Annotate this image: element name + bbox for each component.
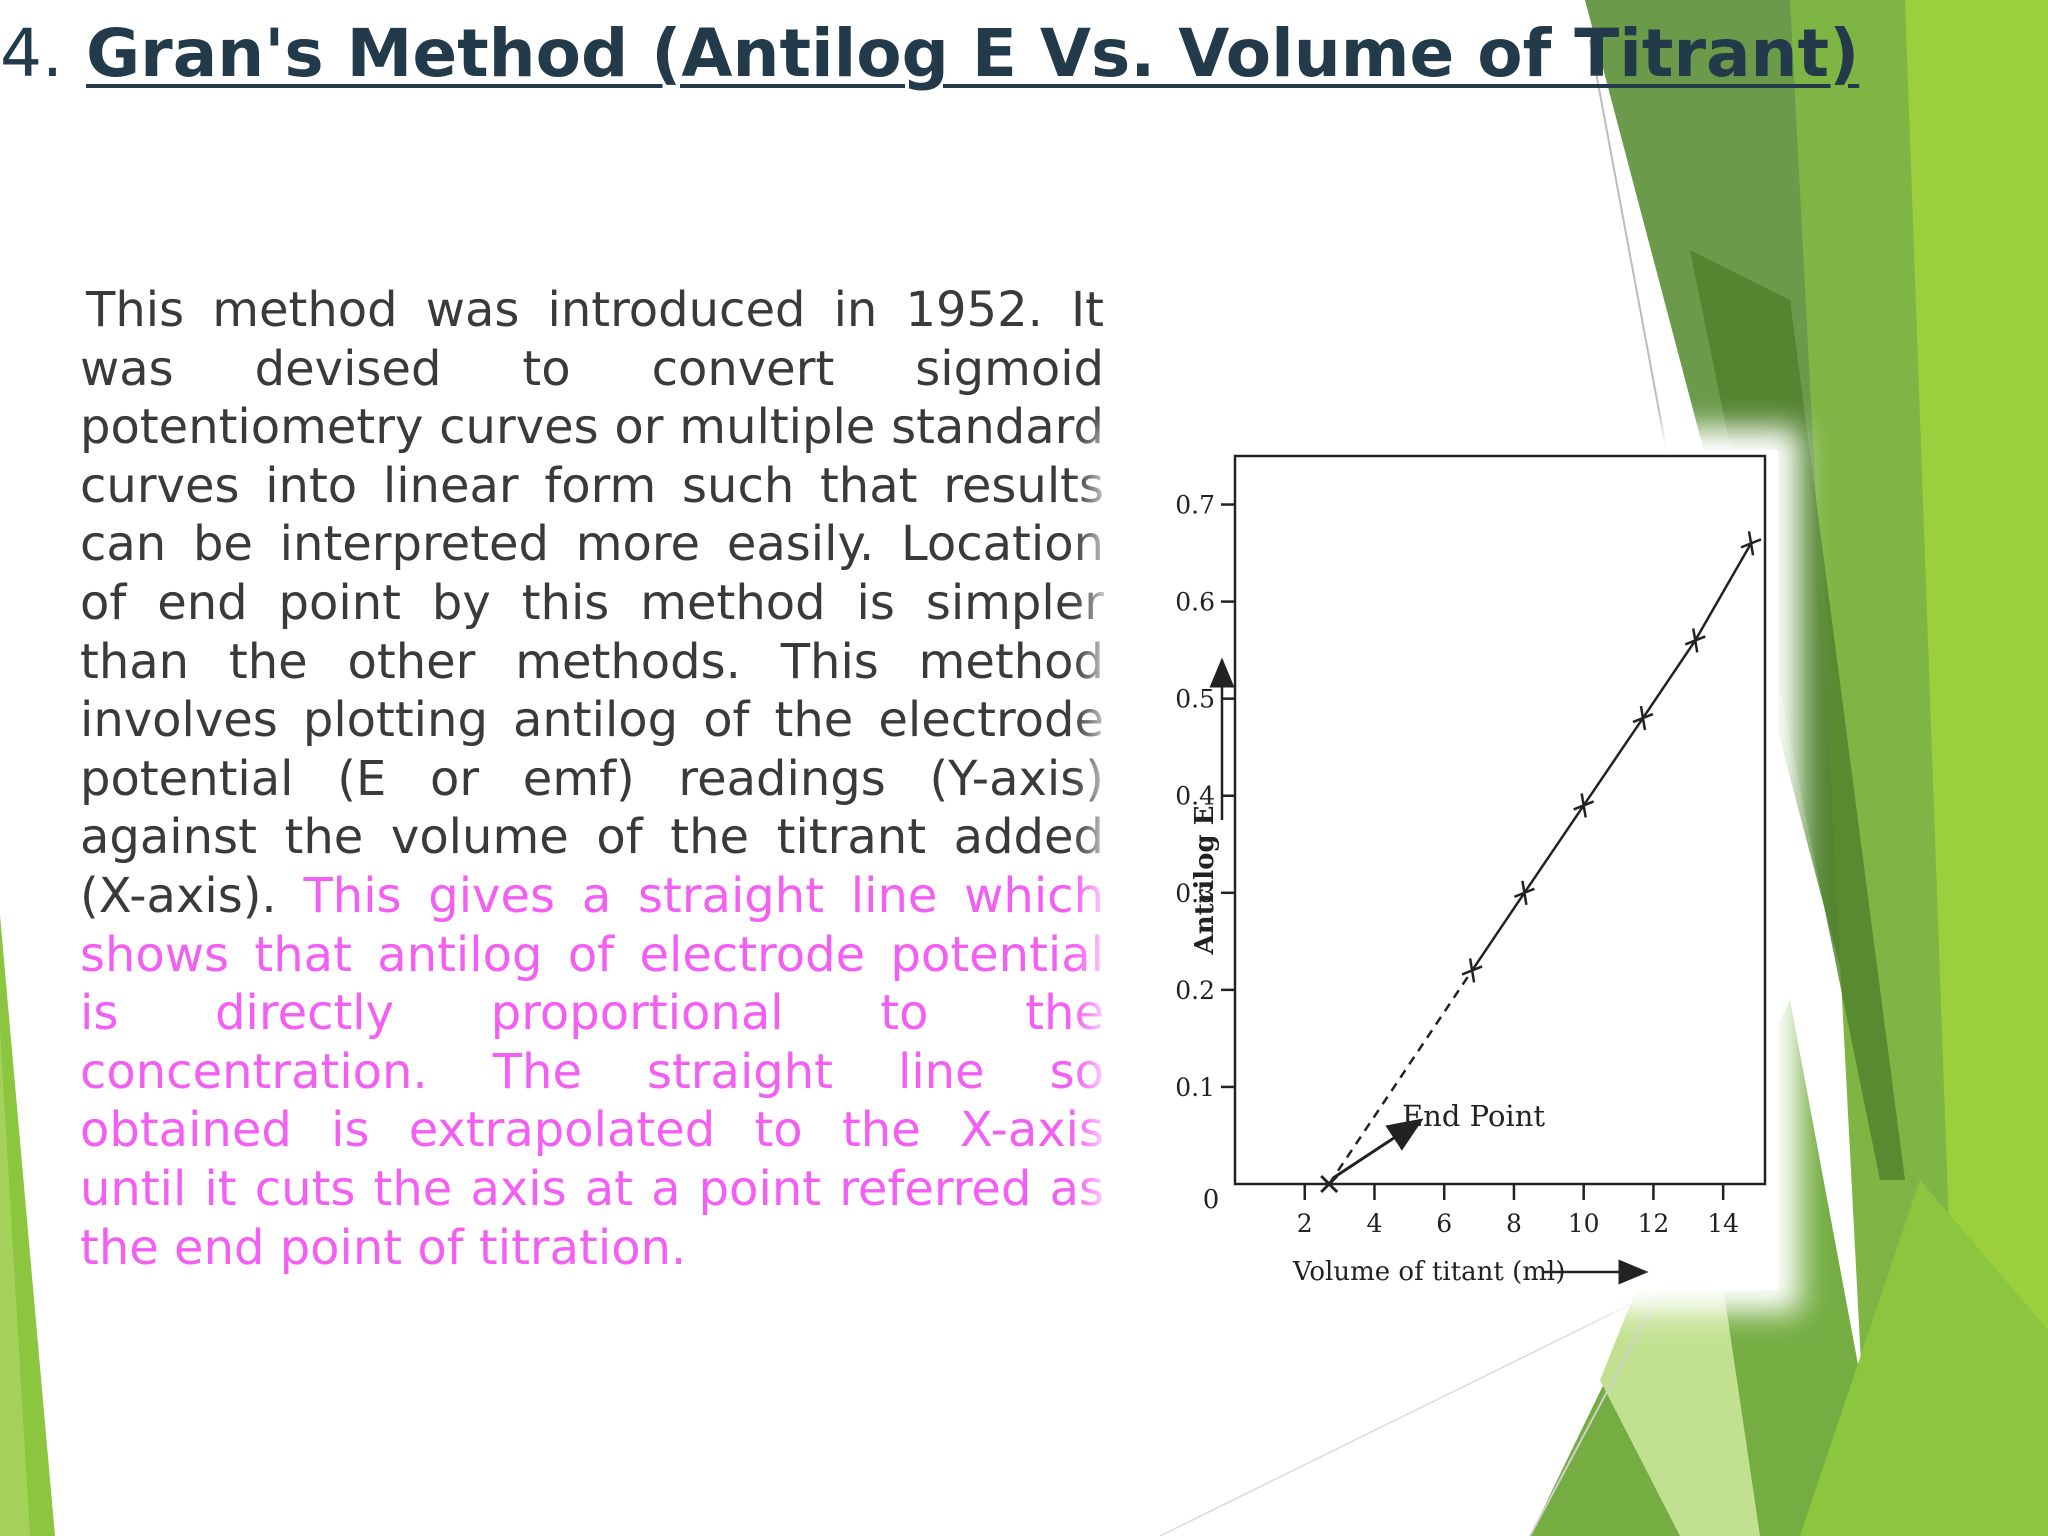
data-point: [1573, 793, 1595, 818]
bottom-light-facet: [1600, 1130, 1760, 1536]
data-line: [1471, 542, 1753, 972]
title-text: Gran's Method (Antilog E Vs. Volume of T…: [85, 15, 1860, 92]
chart-panel: 0.1 0.2 0.3 0.4 0.5 0.6 0.7 2 4 6 8 10 12 14 0 Antri…: [1118, 450, 1778, 1290]
data-point-stroke: [1747, 531, 1755, 556]
x-tick-label: 14: [1707, 1209, 1739, 1238]
facet-line-3: [1159, 1279, 1681, 1536]
x-tick-label: 4: [1367, 1209, 1383, 1238]
end-point-arrow: [1332, 1118, 1424, 1180]
y-tick-label: 0.5: [1175, 685, 1215, 714]
y-tick-label: 0.3: [1175, 879, 1215, 908]
body-plain-text: This method was introduced in 1952. It w…: [80, 282, 1104, 924]
gran-plot: 0.1 0.2 0.3 0.4 0.5 0.6 0.7 2 4 6 8 10 12 14 0 Antri…: [1175, 454, 1767, 1287]
data-point: [1461, 958, 1483, 983]
data-point-stroke: [1468, 958, 1476, 983]
x-axis-ticks: 2 4 6 8 10 12 14: [1297, 1184, 1739, 1238]
title-number: 4.: [0, 15, 63, 92]
y-tick-label: 0.7: [1175, 491, 1215, 520]
data-points: [1461, 531, 1762, 983]
origin-label: 0: [1203, 1185, 1220, 1215]
slide-title: 4. Gran's Method (Antilog E Vs. Volume o…: [0, 14, 1859, 94]
body-paragraph: This method was introduced in 1952. It w…: [80, 281, 1104, 1277]
data-point-stroke: [1580, 793, 1587, 818]
x-tick-label: 12: [1638, 1209, 1670, 1238]
body-highlight-text: This gives a straight line which shows t…: [80, 867, 1104, 1276]
x-axis-label: Volume of titant (ml): [1292, 1257, 1565, 1287]
x-tick-label: 10: [1568, 1209, 1600, 1238]
data-point: [1632, 705, 1654, 731]
y-tick-label: 0.1: [1175, 1073, 1215, 1102]
y-tick-label: 0.6: [1175, 588, 1215, 617]
left-green-facet-light: [0, 1030, 30, 1536]
x-tick-label: 6: [1436, 1209, 1452, 1238]
y-tick-label: 0.2: [1175, 976, 1215, 1005]
y-tick-label: 0.4: [1175, 782, 1215, 811]
data-point-stroke: [1692, 628, 1699, 653]
data-point: [1740, 531, 1762, 556]
data-point: [1684, 628, 1706, 653]
data-point: [1513, 880, 1535, 906]
plot-frame: [1233, 454, 1767, 1186]
extrapolation-dashed-line: [1328, 969, 1474, 1185]
right-bright-green-facet: [1905, 0, 2048, 1536]
end-point-annotation: End Point: [1402, 1099, 1545, 1133]
y-axis-ticks: 0.1 0.2 0.3 0.4 0.5 0.6 0.7: [1175, 491, 1235, 1102]
x-tick-label: 2: [1297, 1209, 1313, 1238]
data-point-stroke: [1521, 880, 1528, 906]
y-axis-label: Antrilog E: [1190, 806, 1220, 956]
bottom-right-facet: [1800, 1180, 2048, 1536]
data-point-stroke: [1639, 705, 1647, 731]
x-tick-label: 8: [1506, 1209, 1522, 1238]
facet-line-1: [1589, 39, 1671, 471]
